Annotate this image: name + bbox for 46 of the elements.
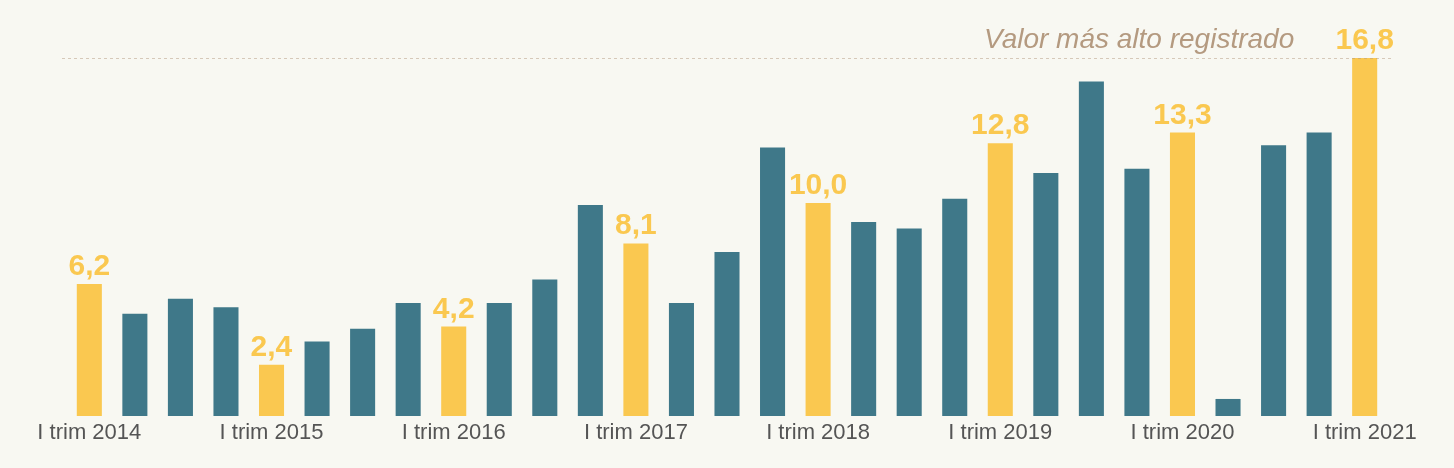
ref-line-label: Valor más alto registrado (984, 23, 1295, 54)
bar (213, 307, 239, 416)
data-label: 2,4 (250, 328, 293, 362)
bar (395, 303, 421, 416)
bar (987, 143, 1013, 416)
bar (1169, 132, 1196, 416)
data-label: 8,1 (615, 207, 657, 241)
data-label: 6,2 (68, 247, 111, 281)
bar (896, 228, 922, 416)
x-tick-label: I trim 2021 (1312, 419, 1417, 444)
bar (1261, 145, 1287, 416)
data-label: 12,8 (971, 107, 1030, 141)
data-label: 13,3 (1153, 96, 1212, 130)
bar (942, 198, 968, 416)
bar (532, 279, 558, 416)
x-tick-label: I trim 2017 (583, 419, 688, 444)
x-tick-label: I trim 2020 (1130, 419, 1235, 444)
bar (668, 303, 694, 416)
bar (1124, 168, 1150, 416)
x-tick-label: I trim 2018 (766, 419, 871, 444)
bar (486, 303, 512, 416)
bar (805, 202, 831, 416)
bar (122, 313, 148, 416)
data-label: 4,2 (432, 290, 475, 324)
bar (577, 205, 603, 416)
bar (1215, 398, 1241, 416)
bar (851, 222, 877, 416)
bar (441, 326, 467, 416)
bar (76, 283, 102, 416)
x-tick-label: I trim 2019 (948, 419, 1053, 444)
bar (623, 243, 649, 416)
bar (760, 147, 786, 416)
bar (1033, 173, 1059, 416)
bar (350, 328, 376, 416)
x-tick-label: I trim 2014 (37, 419, 142, 444)
data-label: 16,8 (1335, 22, 1394, 55)
bar (258, 364, 285, 416)
bar (1352, 58, 1378, 416)
bar (714, 251, 740, 416)
x-tick-label: I trim 2015 (219, 419, 324, 444)
bar (304, 341, 330, 416)
bar (1306, 132, 1332, 416)
bar (1078, 81, 1104, 416)
data-label: 10,0 (788, 166, 848, 200)
x-tick-label: I trim 2016 (401, 419, 506, 444)
bar (167, 298, 193, 416)
